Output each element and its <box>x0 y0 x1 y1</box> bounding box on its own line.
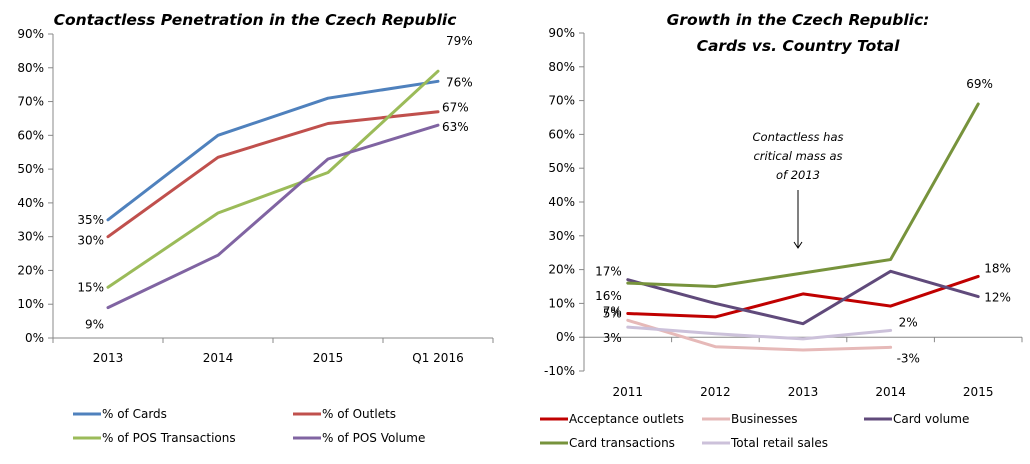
legend-label-of-cards: % of Cards <box>102 407 167 421</box>
legend-label-of-pos-volume: % of POS Volume <box>322 431 425 445</box>
y-tick-label: 70% <box>17 95 44 109</box>
data-label-of-pos-volume: 63% <box>442 120 469 134</box>
x-tick-label: 2014 <box>875 385 906 399</box>
x-tick-label: 2015 <box>963 385 994 399</box>
data-label-card-volume: 17% <box>595 265 622 279</box>
y-tick-label: 90% <box>548 26 575 40</box>
y-tick-label: 80% <box>548 60 575 74</box>
y-tick-label: 60% <box>17 128 44 142</box>
data-label-of-pos-transactions: 79% <box>446 34 473 48</box>
y-tick-label: 20% <box>17 263 44 277</box>
data-label-acceptance-outlets: 18% <box>984 261 1011 275</box>
legend-label-of-outlets: % of Outlets <box>322 407 396 421</box>
y-tick-label: 0% <box>556 330 575 344</box>
y-tick-label: 20% <box>548 263 575 277</box>
legend-label-card-transactions: Card transactions <box>569 436 675 450</box>
data-label-businesses: 5% <box>603 306 622 320</box>
data-label-card-transactions: 16% <box>595 289 622 303</box>
data-label-of-outlets: 67% <box>442 101 469 115</box>
annotation-text: critical mass as <box>753 149 842 163</box>
data-label-acceptance-outlets: 7% <box>603 305 622 319</box>
y-tick-label: 30% <box>548 229 575 243</box>
y-tick-label: 60% <box>548 127 575 141</box>
x-tick-label: 2013 <box>788 385 819 399</box>
data-label-of-outlets: 30% <box>77 234 104 248</box>
data-label-card-volume: 12% <box>984 291 1011 305</box>
data-label-of-pos-volume: 9% <box>85 318 104 332</box>
x-tick-label: Q1 2016 <box>412 351 463 365</box>
legend-label-of-pos-transactions: % of POS Transactions <box>102 431 236 445</box>
chart-contactless-penetration: Contactless Penetration in the Czech Rep… <box>17 11 494 445</box>
y-tick-label: 70% <box>548 94 575 108</box>
data-label-businesses: -3% <box>897 351 920 365</box>
chart-title: Cards vs. Country Total <box>697 37 901 55</box>
series-line-acceptance-outlets <box>626 274 980 319</box>
legend-label-acceptance-outlets: Acceptance outlets <box>569 412 684 426</box>
y-tick-label: 90% <box>17 27 44 41</box>
x-tick-label: 2014 <box>203 351 234 365</box>
data-label-of-pos-transactions: 15% <box>77 280 104 294</box>
annotation-text: Contactless has <box>753 130 844 144</box>
y-tick-label: 50% <box>17 162 44 176</box>
x-tick-label: 2013 <box>93 351 124 365</box>
series-line-card-volume <box>626 269 980 326</box>
data-label-total-retail-sales: 2% <box>899 315 918 329</box>
legend-label-businesses: Businesses <box>731 412 798 426</box>
y-tick-label: 30% <box>17 230 44 244</box>
y-tick-label: 0% <box>25 331 44 345</box>
y-tick-label: 40% <box>17 196 44 210</box>
legend-label-total-retail-sales: Total retail sales <box>730 436 828 450</box>
x-tick-label: 2011 <box>613 385 644 399</box>
y-tick-label: 80% <box>17 61 44 75</box>
chart-growth-cards-vs-country: Growth in the Czech Republic: Cards vs. C… <box>540 11 1023 450</box>
series-line-of-pos-transactions <box>106 69 440 289</box>
x-tick-label: 2015 <box>313 351 344 365</box>
y-tick-label: 40% <box>548 195 575 209</box>
x-tick-label: 2012 <box>700 385 731 399</box>
data-label-card-transactions: 69% <box>966 77 993 91</box>
series-line-total-retail-sales <box>626 325 893 341</box>
series-line-of-pos-volume <box>106 123 440 310</box>
data-label-total-retail-sales: 3% <box>603 331 622 345</box>
chart-title: Contactless Penetration in the Czech Rep… <box>54 11 457 29</box>
chart-title: Growth in the Czech Republic: <box>667 11 930 29</box>
data-label-of-cards: 35% <box>77 213 104 227</box>
y-tick-label: 10% <box>548 296 575 310</box>
data-label-of-cards: 76% <box>446 75 473 89</box>
y-tick-label: 10% <box>17 297 44 311</box>
series-line-of-cards <box>106 79 440 222</box>
y-tick-label: 50% <box>548 161 575 175</box>
series-line-card-transactions <box>626 102 980 288</box>
series-line-of-outlets <box>106 110 440 239</box>
annotation-text: of 2013 <box>776 168 820 182</box>
annotation-arrow-head <box>793 241 803 249</box>
legend-label-card-volume: Card volume <box>893 412 969 426</box>
series-line-businesses <box>626 318 893 352</box>
y-tick-label: -10% <box>544 364 575 378</box>
